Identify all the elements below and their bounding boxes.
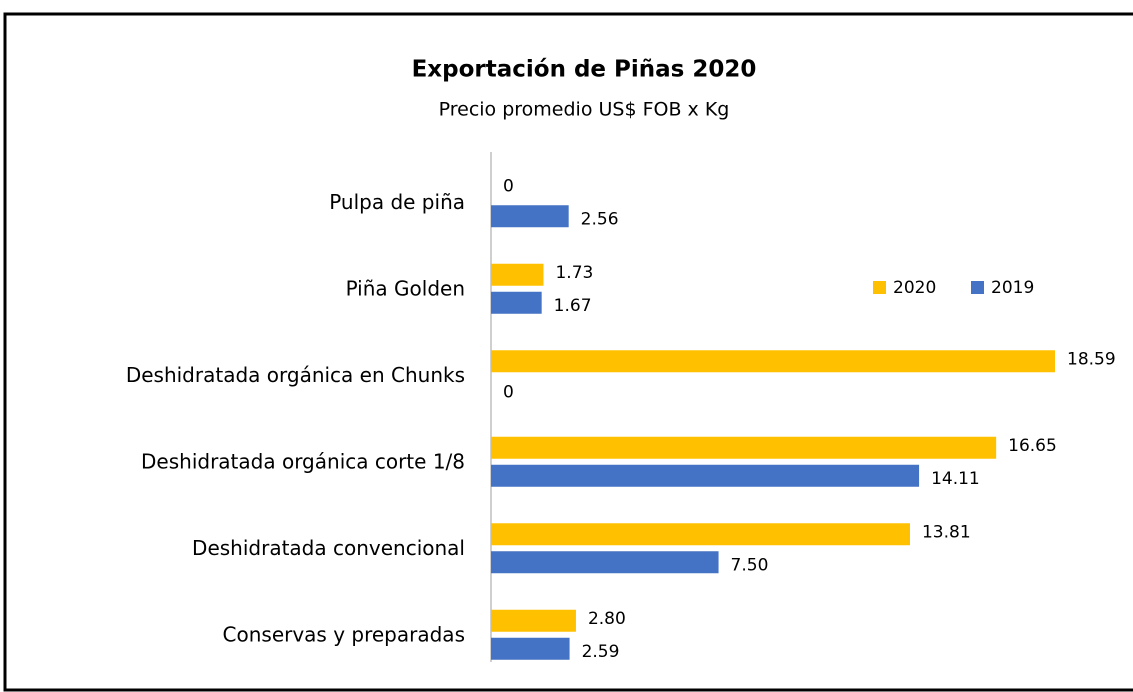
bar [491, 205, 569, 228]
value-label: 1.67 [554, 296, 592, 316]
category-label: Pulpa de piña [329, 190, 465, 214]
legend-swatch [971, 281, 984, 294]
category-label: Piña Golden [346, 276, 465, 300]
legend-swatch [873, 281, 886, 294]
category-label: Conservas y preparadas [223, 622, 465, 646]
bar [491, 637, 570, 660]
chart-subtitle: Precio promedio US$ FOB x Kg [439, 99, 730, 121]
value-label: 0 [503, 382, 514, 402]
value-label: 2.56 [581, 209, 619, 229]
value-label: 16.65 [1008, 436, 1057, 456]
value-label: 2.80 [588, 609, 626, 629]
bar [491, 436, 997, 459]
bar [491, 350, 1055, 373]
value-label: 7.50 [731, 555, 769, 575]
value-label: 1.73 [555, 263, 593, 283]
value-label: 0 [503, 176, 514, 196]
bar [491, 263, 544, 286]
legend-label: 2019 [991, 278, 1034, 298]
value-label: 18.59 [1067, 349, 1116, 369]
value-label: 14.11 [931, 469, 980, 489]
category-label: Deshidratada orgánica corte 1/8 [141, 449, 465, 473]
chart-title: Exportación de Piñas 2020 [412, 57, 757, 83]
value-label: 2.59 [582, 642, 620, 662]
bar [491, 551, 719, 574]
value-label: 13.81 [922, 522, 971, 542]
bar [491, 464, 920, 487]
category-label: Deshidratada orgánica en Chunks [126, 363, 465, 387]
bar [491, 609, 576, 632]
legend-label: 2020 [893, 278, 936, 298]
bar [491, 523, 910, 546]
category-label: Deshidratada convencional [192, 536, 465, 560]
bar [491, 291, 542, 314]
